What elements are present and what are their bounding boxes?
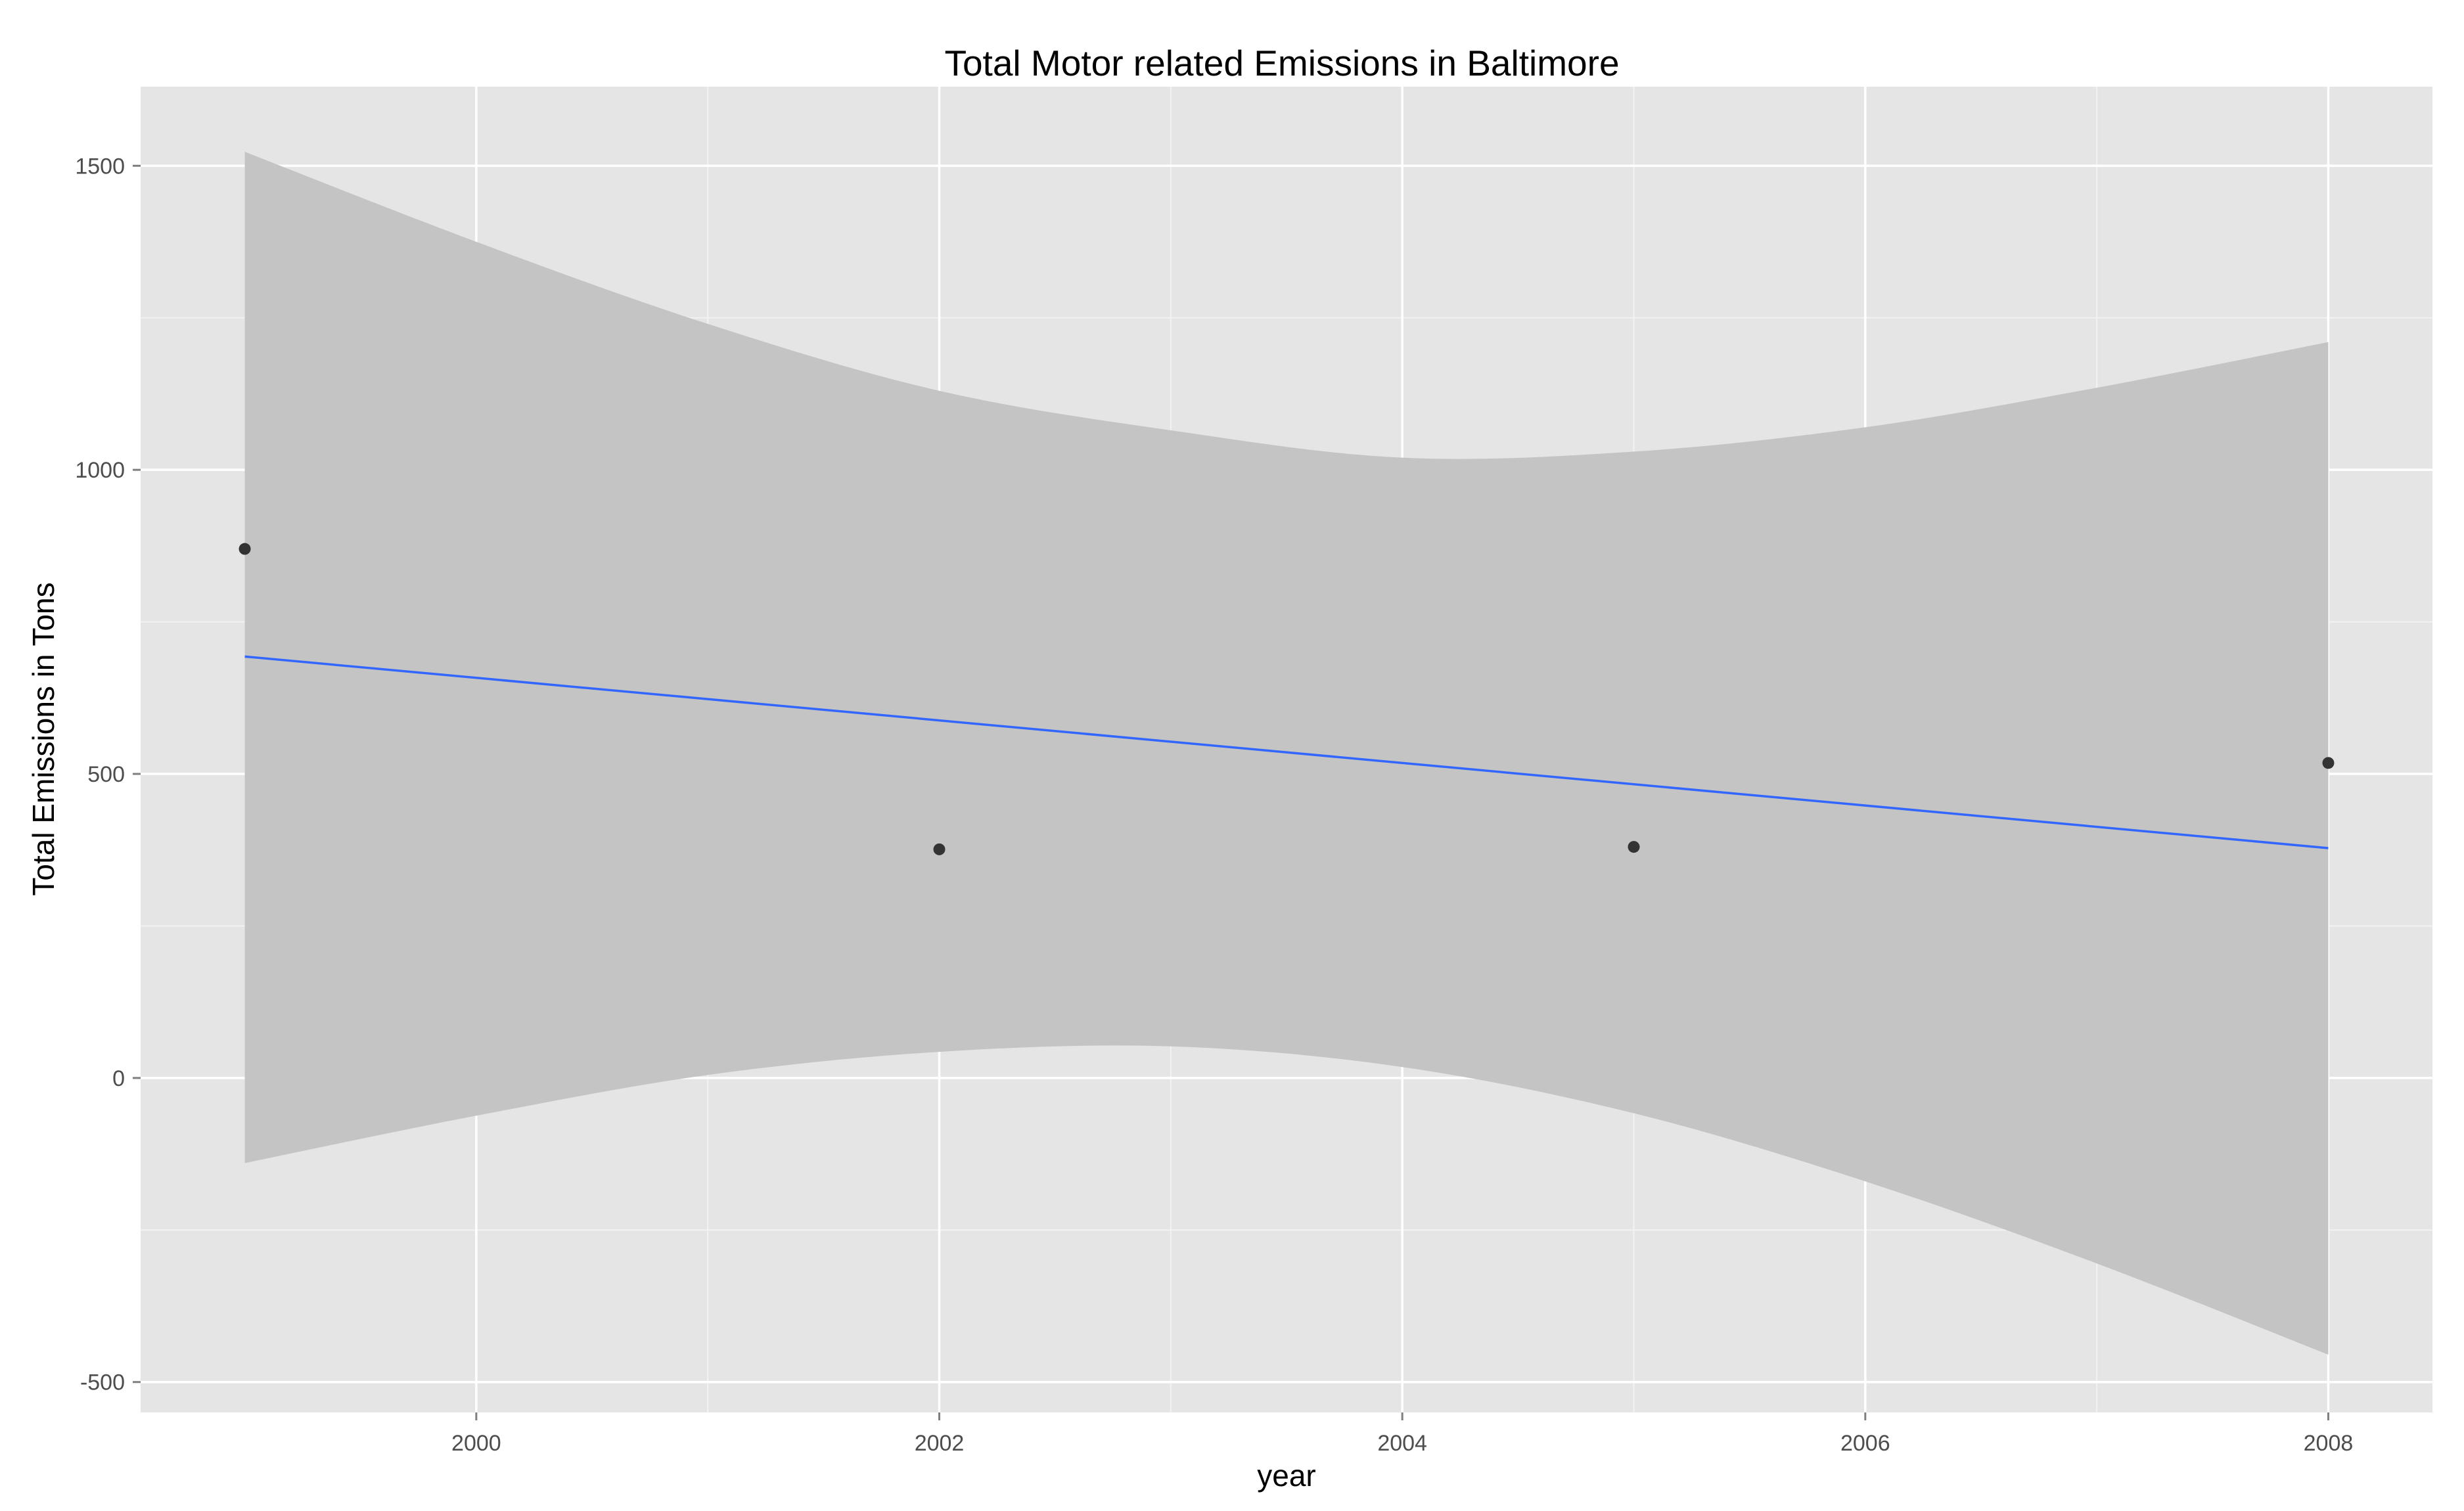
data-points [239,543,2335,855]
regression-line [244,655,2329,849]
y-axis-title: Total Emissions in Tons [26,582,60,895]
chart-title: Total Motor related Emissions in Baltimo… [944,43,1619,83]
y-tick-label: 0 [112,1066,125,1091]
x-axis-title: year [1257,1458,1315,1493]
x-tick-label: 2002 [915,1431,965,1456]
y-tick-label: 500 [87,762,125,787]
data-point [239,543,251,555]
x-tick-label: 2006 [1840,1431,1890,1456]
y-tick-label: 1500 [75,154,125,179]
data-point [1628,841,1640,853]
data-point [2322,757,2335,769]
y-tick-label: -500 [80,1370,125,1395]
y-axis-ticks: -500 0 500 1000 1500 [75,154,141,1395]
x-tick-label: 2004 [1377,1431,1427,1456]
x-tick-label: 2000 [451,1431,501,1456]
y-tick-label: 1000 [75,458,125,483]
data-point [933,843,946,855]
x-tick-label: 2008 [2304,1431,2354,1456]
x-axis-ticks: 2000 2002 2004 2006 2008 [451,1412,2353,1456]
